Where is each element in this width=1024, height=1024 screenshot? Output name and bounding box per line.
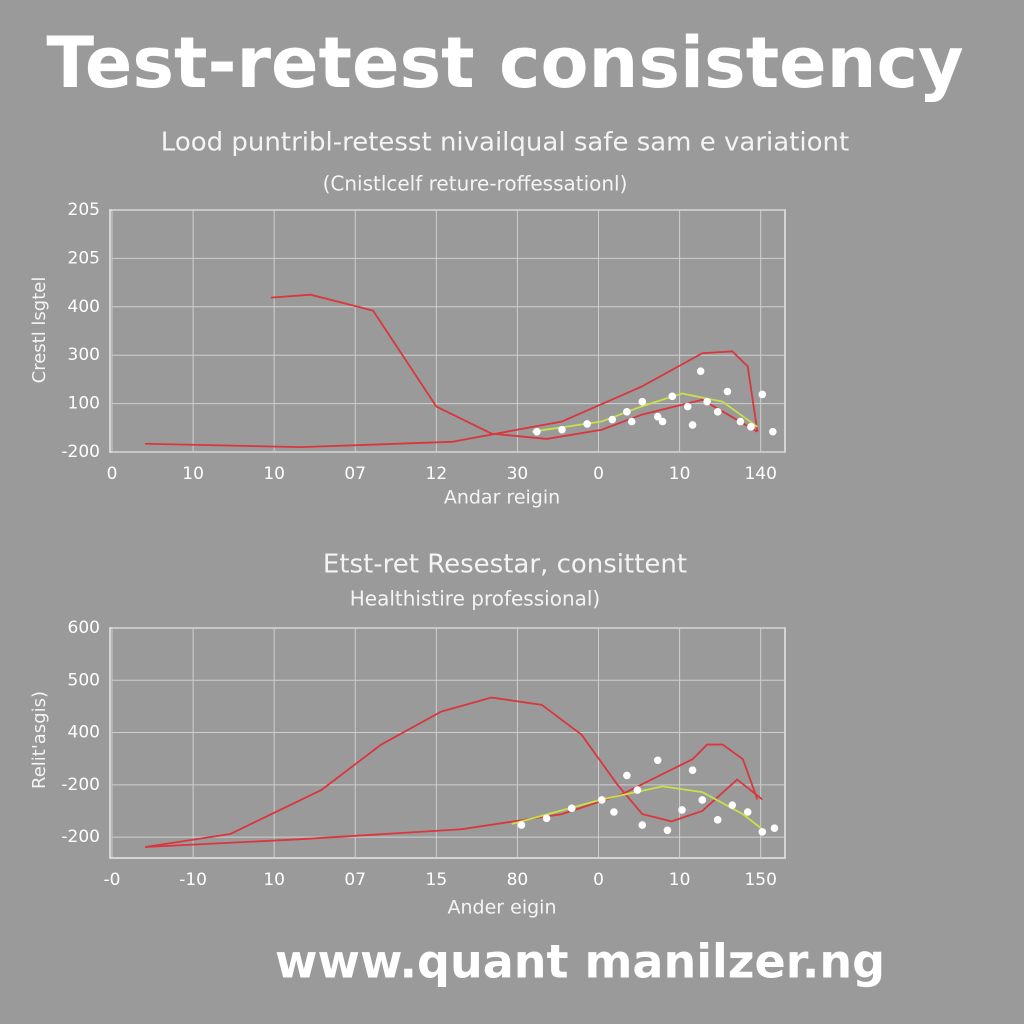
scatter-point [542, 814, 551, 823]
x-tick-label: 10 [669, 464, 691, 484]
scatter-point [653, 756, 662, 765]
series-line [270, 293, 758, 440]
scatter-point [608, 415, 617, 424]
y-tick-label: -200 [61, 827, 100, 847]
y-tick-label: 500 [68, 670, 100, 690]
chart-title: Etst-ret Resestar, consittent [323, 550, 687, 580]
x-tick-label: 150 [744, 870, 776, 890]
scatter-point [696, 367, 705, 375]
scatter-point [743, 808, 752, 816]
x-tick-label: -0 [104, 870, 121, 890]
x-tick-label: 0 [107, 464, 118, 484]
scatter-point [728, 801, 737, 810]
x-tick-label: 80 [507, 870, 529, 890]
footer: www.quant manilzer.ng [275, 935, 885, 989]
scatter-point [663, 826, 672, 835]
x-tick-label: 07 [344, 870, 366, 890]
scatter-point [567, 804, 576, 813]
scatter-point [688, 421, 697, 429]
y-tick-label: 205 [68, 200, 100, 220]
y-axis-label: Crestl lsgtel [29, 277, 50, 384]
scatter-point [558, 425, 566, 434]
series-line [145, 696, 763, 848]
chart-subtitle: (Cnistlcelf reture-roffessationl) [323, 172, 628, 196]
scatter-point [623, 771, 631, 780]
y-tick-label: 100 [68, 394, 100, 414]
scatter-point [638, 397, 647, 406]
chart-title: Lood puntribl-retesst nivailqual safe sa… [161, 128, 849, 158]
plot-frame [109, 209, 786, 453]
scatter-point [758, 390, 767, 399]
scatter-point [688, 766, 697, 774]
scatter-point [698, 796, 707, 804]
y-tick-label: -200 [61, 775, 100, 795]
scatter-point [668, 392, 677, 401]
scatter-point [653, 412, 662, 421]
series-line [145, 350, 759, 449]
page-title: Test-retest consistency [46, 22, 963, 104]
scatter-point [747, 423, 755, 431]
y-axis-label: Relit'asgis) [29, 691, 50, 789]
scatter-point [533, 427, 541, 436]
scatter-point [610, 808, 618, 816]
scatter-point [583, 420, 591, 428]
scatter-point [638, 821, 647, 829]
x-tick-label: 15 [426, 870, 448, 890]
y-tick-label: 400 [68, 297, 100, 317]
x-tick-label: -10 [179, 870, 207, 890]
scatter-point [770, 824, 779, 833]
y-tick-label: 600 [68, 618, 100, 638]
scatter-point [703, 397, 711, 406]
scatter-point [683, 402, 692, 411]
plot-frame [109, 627, 786, 859]
x-tick-label: 0 [593, 870, 604, 890]
scatter-point [758, 828, 767, 836]
scatter-point [633, 786, 642, 794]
scatter-point [713, 816, 722, 824]
y-tick-label: -200 [61, 442, 100, 462]
series-line [145, 743, 759, 848]
y-tick-label: 300 [68, 345, 100, 365]
x-axis-label: Ander eigin [448, 897, 557, 919]
scatter-point [769, 427, 777, 436]
scatter-point [736, 417, 745, 426]
series-line [511, 785, 763, 830]
y-tick-label: 205 [68, 248, 100, 268]
x-axis-label: Andar reigin [444, 487, 560, 509]
x-tick-label: 10 [263, 870, 285, 890]
scatter-point [723, 387, 732, 396]
scatter-point [623, 408, 631, 416]
x-tick-label: 10 [263, 464, 285, 484]
x-tick-label: 30 [507, 464, 529, 484]
y-tick-label: 400 [68, 723, 100, 743]
x-tick-label: 0 [593, 464, 604, 484]
scatter-point [627, 417, 636, 426]
x-tick-label: 140 [744, 464, 776, 484]
scatter-point [597, 796, 606, 804]
x-tick-label: 12 [426, 464, 448, 484]
scatter-point [517, 821, 526, 829]
scatter-point [713, 408, 722, 416]
x-tick-label: 10 [182, 464, 204, 484]
scatter-point [658, 417, 667, 426]
x-tick-label: 10 [669, 870, 691, 890]
scatter-point [678, 806, 686, 814]
chart-subtitle: Healthistire professional) [350, 587, 600, 611]
x-tick-label: 07 [344, 464, 366, 484]
